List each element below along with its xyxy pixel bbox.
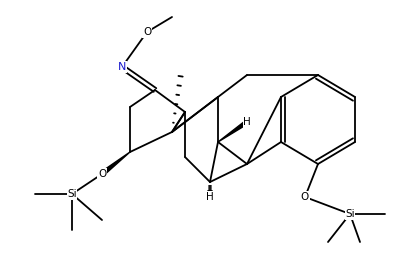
Polygon shape [101, 152, 130, 176]
Text: H: H [206, 192, 214, 202]
Polygon shape [218, 120, 248, 142]
Text: H: H [243, 117, 251, 127]
Text: N: N [118, 62, 126, 72]
Text: O: O [98, 169, 106, 179]
Text: O: O [143, 27, 151, 37]
Text: Si: Si [67, 189, 77, 199]
Text: O: O [301, 192, 309, 202]
Text: Si: Si [345, 209, 355, 219]
